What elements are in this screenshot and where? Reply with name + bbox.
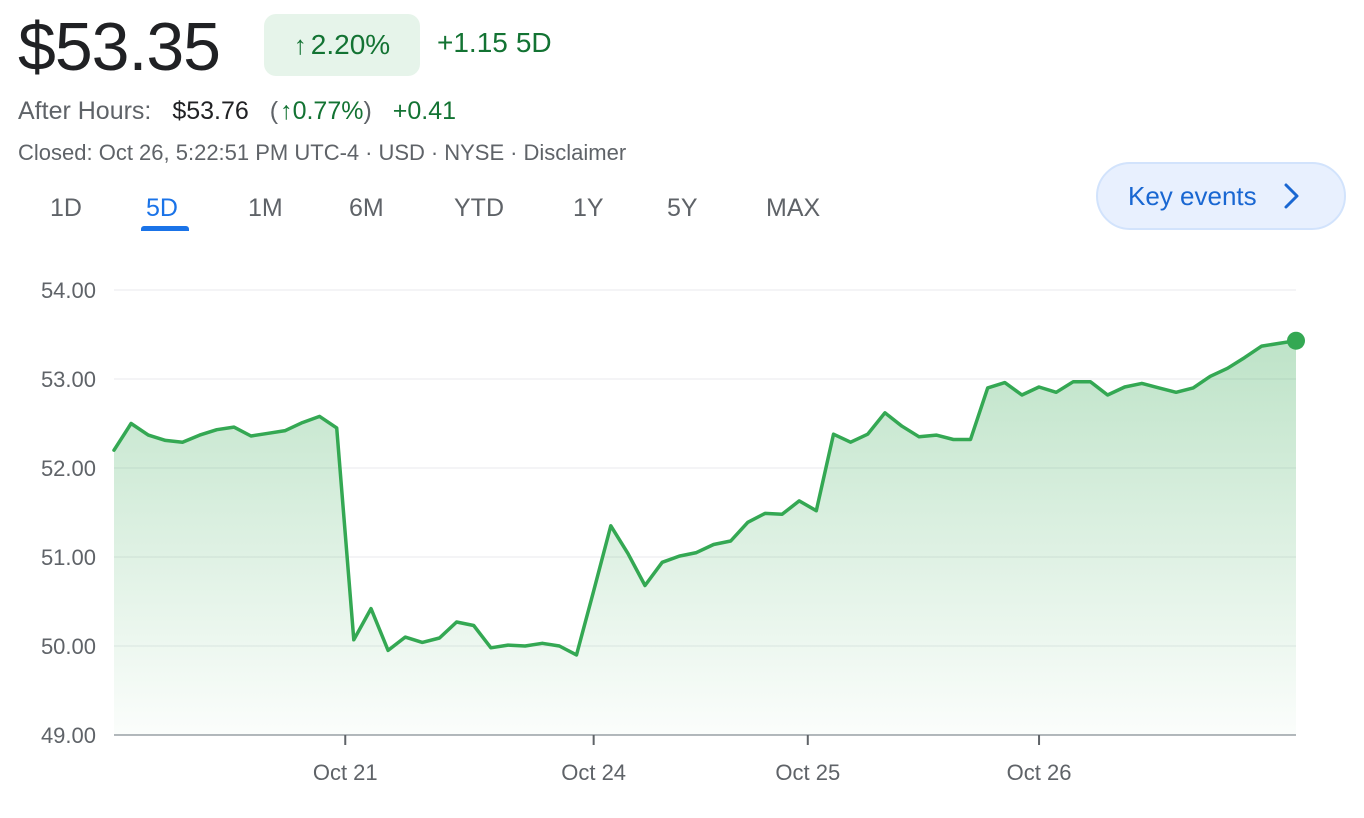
disclaimer-link[interactable]: Disclaimer [523,140,627,165]
last-price-point [1287,331,1305,350]
change-percent-badge: ↑ 2.20% [264,14,420,76]
meta-separator: · [510,140,518,165]
tab-1m[interactable]: 1M [248,194,283,222]
tab-1y[interactable]: 1Y [573,194,604,222]
x-tick-label: Oct 25 [775,760,840,785]
key-events-button[interactable]: Key events [1096,162,1346,230]
chevron-right-icon [1284,183,1299,209]
active-tab-indicator [141,226,189,231]
y-tick-label: 52.00 [41,456,96,481]
change-range-label: 5D [515,27,552,58]
key-events-label: Key events [1128,180,1257,211]
after-hours-change: +0.41 [392,97,457,125]
exchange: NYSE [444,140,505,165]
y-tick-label: 50.00 [41,634,96,659]
after-hours-arrow-up-icon: ↑ [280,97,293,125]
y-tick-label: 53.00 [41,367,96,392]
y-tick-label: 51.00 [41,545,96,570]
after-hours-price: $53.76 [172,97,249,125]
tab-max[interactable]: MAX [766,194,821,222]
after-hours-open-paren: ( [269,97,279,125]
y-tick-label: 54.00 [41,278,96,303]
price-chart: 54.00 53.00 52.00 51.00 50.00 49.00 Oct 21 Oct … [41,278,1305,785]
after-hours-close-paren: ) [363,97,372,125]
change-absolute: +1.15 5D [437,27,552,59]
y-tick-label: 49.00 [41,723,96,748]
tab-ytd[interactable]: YTD [454,194,504,222]
meta-separator: · [365,140,373,165]
after-hours-row: After Hours: $53.76 (↑0.77%) +0.41 [18,97,456,126]
x-tick-label: Oct 26 [1007,760,1072,785]
after-hours-percent: 0.77% [292,97,364,125]
change-percent: 2.20% [310,29,391,60]
currency: USD [378,140,425,165]
x-tick-label: Oct 21 [313,760,378,785]
time-range-tabs: 1D 5D 1M 6M YTD 1Y 5Y MAX [0,190,900,240]
after-hours-label: After Hours: [18,97,152,125]
price-area-fill [114,340,1296,735]
tab-5d[interactable]: 5D [146,194,178,222]
current-price: $53.35 [18,9,221,85]
price-series-line [112,338,1298,657]
quote-meta: Closed: Oct 26, 5:22:51 PM UTC-4 · USD · NYS… [18,140,626,166]
x-tick-label: Oct 24 [561,760,626,785]
meta-separator: · [430,140,439,165]
tab-5y[interactable]: 5Y [667,194,698,222]
closed-timestamp: Closed: Oct 26, 5:22:51 PM UTC-4 [18,140,360,165]
arrow-up-icon: ↑ [293,29,307,60]
change-absolute-value: +1.15 [437,27,508,58]
tab-1d[interactable]: 1D [50,194,82,222]
tab-6m[interactable]: 6M [349,194,384,222]
